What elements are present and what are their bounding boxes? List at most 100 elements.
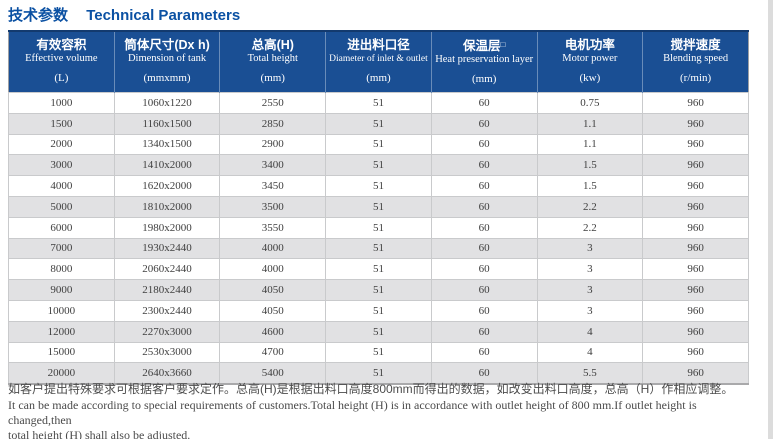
table-row: 1000 1060x1220 2550 51 60 0.75 960 (8, 92, 749, 114)
table-cell: 4000 (219, 237, 327, 260)
table-cell: 3 (536, 299, 644, 322)
page-title-chinese: 技术参数 (8, 7, 69, 24)
table-cell: 2.2 (536, 195, 644, 218)
table-cell: 1.5 (536, 154, 644, 177)
table-cell: 1340x1500 (113, 133, 221, 156)
table-cell: 5.5 (536, 362, 644, 385)
table-row: 8000 2060x2440 4000 51 60 3 960 (8, 258, 749, 281)
table-cell: 4600 (219, 320, 327, 343)
table-cell: 4050 (219, 299, 327, 322)
table-cell: 960 (642, 133, 749, 156)
table-cell: 60 (430, 175, 538, 197)
table-cell: 8000 (8, 258, 115, 281)
table-cell: 960 (642, 279, 749, 301)
table-cell: 60 (430, 320, 538, 343)
table-cell: 60 (430, 133, 538, 156)
table-cell: 51 (325, 279, 432, 301)
table-row: 9000 2180x2440 4050 51 60 3 960 (8, 279, 749, 301)
table-cell: 3450 (219, 175, 327, 197)
page-title-english: Technical Parameters (86, 7, 241, 24)
table-row: 7000 1930x2440 4000 51 60 3 960 (8, 237, 749, 260)
table-cell: 10000 (8, 299, 115, 322)
table-cell: 60 (430, 299, 538, 322)
table-cell: 960 (642, 237, 749, 260)
column-header-4: 进出料口径 Diameter of inlet & outlet (mm) (325, 30, 432, 93)
table-body: 1000 1060x1220 2550 51 60 0.75 960 1500 1160x150… (8, 92, 749, 385)
table-cell: 51 (325, 195, 432, 218)
table-cell: 60 (430, 237, 538, 260)
table-cell: 960 (642, 195, 749, 218)
table-row: 1500 1160x1500 2850 51 60 1.1 960 (8, 112, 749, 135)
table-row: 15000 2530x3000 4700 51 60 4 960 (8, 341, 749, 364)
table-cell: 1000 (8, 92, 115, 114)
table-cell: 960 (642, 299, 749, 322)
table-cell: 2850 (219, 112, 327, 135)
table-cell: 2270x3000 (113, 320, 221, 343)
column-header-6: 电机功率 Motor power (kw) (536, 30, 643, 93)
table-row: 20000 2640x3660 5400 51 60 5.5 960 (8, 362, 749, 385)
table-cell: 1.1 (536, 112, 644, 135)
table-cell: 51 (325, 154, 432, 177)
column-header-7: 搅拌速度 Blending speed (r/min) (642, 30, 749, 93)
table-cell: 9000 (8, 279, 115, 301)
table-cell: 3500 (219, 195, 327, 218)
table-cell: 1500 (8, 112, 115, 135)
table-cell: 3 (536, 237, 644, 260)
column-header-1: 有效容积 Effective volume (L) (8, 30, 115, 93)
table-cell: 960 (642, 112, 749, 135)
table-cell: 51 (325, 299, 432, 322)
table-cell: 2060x2440 (113, 258, 221, 281)
table-cell: 60 (430, 279, 538, 301)
table-cell: 2.2 (536, 216, 644, 239)
table-cell: 960 (642, 258, 749, 281)
table-cell: 1.5 (536, 175, 644, 197)
table-cell: 0.75 (536, 92, 644, 114)
column-header-2: 筒体尺寸(Dx h) Dimension of tank (mmxmm) (113, 30, 220, 93)
table-cell: 1980x2000 (113, 216, 221, 239)
table-cell: 960 (642, 362, 749, 385)
table-cell: 6000 (8, 216, 115, 239)
footnote-chinese: 如客户提出特殊要求可根据客户要求定作。总高(H)是根据出料口高度800mm而得出… (8, 382, 734, 396)
table-row: 6000 1980x2000 3550 51 60 2.2 960 (8, 216, 749, 239)
table-cell: 1060x1220 (113, 92, 221, 114)
table-header: 有效容积 Effective volume (L) 筒体尺寸(Dx h) Dimensi… (8, 30, 749, 93)
table-cell: 960 (642, 341, 749, 364)
table-cell: 960 (642, 320, 749, 343)
footnote-english-line1: It can be made according to special requ… (8, 398, 697, 427)
table-row: 2000 1340x1500 2900 51 60 1.1 960 (8, 133, 749, 156)
table-cell: 20000 (8, 362, 115, 385)
table-cell: 60 (430, 195, 538, 218)
footnotes: 如客户提出特殊要求可根据客户要求定作。总高(H)是根据出料口高度800mm而得出… (8, 382, 753, 439)
table-row: 5000 1810x2000 3500 51 60 2.2 960 (8, 195, 749, 218)
table-cell: 51 (325, 112, 432, 135)
table-cell: 3400 (219, 154, 327, 177)
table-cell: 960 (642, 175, 749, 197)
table-cell: 60 (430, 92, 538, 114)
table-cell: 2180x2440 (113, 279, 221, 301)
table-row: 4000 1620x2000 3450 51 60 1.5 960 (8, 175, 749, 197)
table-cell: 51 (325, 258, 432, 281)
table-cell: 3550 (219, 216, 327, 239)
table-cell: 3000 (8, 154, 115, 177)
table-cell: 4700 (219, 341, 327, 364)
table-cell: 960 (642, 154, 749, 177)
table-cell: 2640x3660 (113, 362, 221, 385)
table-cell: 51 (325, 92, 432, 114)
table-cell: 51 (325, 175, 432, 197)
table-cell: 3 (536, 258, 644, 281)
table-cell: 4000 (219, 258, 327, 281)
table-cell: 4050 (219, 279, 327, 301)
table-row: 3000 1410x2000 3400 51 60 1.5 960 (8, 154, 749, 177)
table-cell: 1160x1500 (113, 112, 221, 135)
table-cell: 1.1 (536, 133, 644, 156)
table-cell: 1620x2000 (113, 175, 221, 197)
table-cell: 7000 (8, 237, 115, 260)
table-cell: 1410x2000 (113, 154, 221, 177)
table-cell: 3 (536, 279, 644, 301)
table-cell: 1810x2000 (113, 195, 221, 218)
table-cell: 4000 (8, 175, 115, 197)
table-cell: 15000 (8, 341, 115, 364)
table-cell: 960 (642, 216, 749, 239)
table-cell: 1930x2440 (113, 237, 221, 260)
table-cell: 60 (430, 362, 538, 385)
